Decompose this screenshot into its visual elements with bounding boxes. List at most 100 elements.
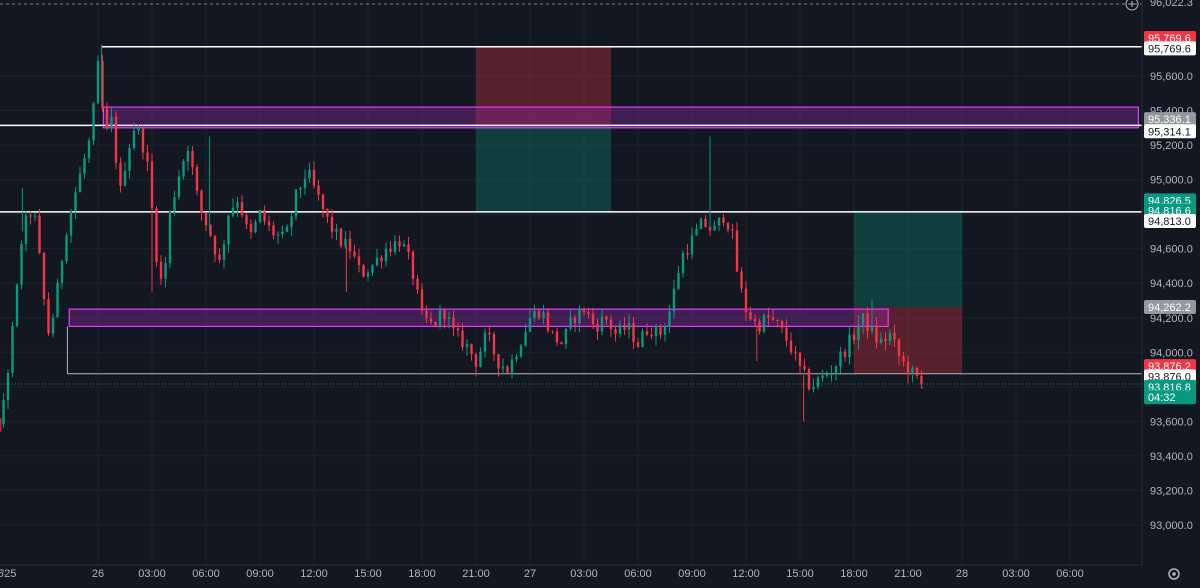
- candle-body: [384, 248, 388, 262]
- candle-body: [186, 151, 190, 162]
- candle-body: [627, 322, 631, 330]
- candle-body: [474, 354, 478, 367]
- candle-body: [704, 218, 707, 227]
- zone-box: [68, 308, 889, 328]
- candle-body: [227, 215, 230, 245]
- price-tag-bg: [1144, 300, 1196, 315]
- x-tick-label: 12:00: [300, 568, 328, 580]
- candle-body: [299, 187, 302, 190]
- candle-body: [402, 244, 406, 247]
- candle-body: [758, 321, 761, 332]
- candle-body: [897, 339, 901, 357]
- candle-body: [92, 103, 95, 141]
- candle-body: [663, 326, 667, 335]
- candle-body: [875, 326, 878, 343]
- candle-body: [105, 108, 109, 128]
- supply-demand-zones[interactable]: [68, 106, 1140, 328]
- y-tick-label: 94,600.0: [1150, 244, 1193, 256]
- price-tag-bg: [1144, 214, 1196, 229]
- candle-body: [213, 236, 217, 255]
- candle-body: [848, 334, 851, 358]
- candle-body: [168, 211, 172, 263]
- candle-body: [866, 313, 869, 332]
- candle-body: [281, 231, 284, 235]
- candle-body: [245, 215, 248, 225]
- candle-body: [690, 235, 694, 255]
- candle-body: [429, 318, 433, 322]
- candle-body: [780, 320, 784, 328]
- candle-body: [501, 366, 505, 369]
- candle-body: [902, 356, 905, 362]
- candle-body: [416, 278, 419, 290]
- candle-body: [65, 235, 68, 262]
- candle-body: [398, 241, 401, 247]
- candle-body: [380, 257, 383, 262]
- candle-body: [681, 252, 685, 274]
- candle-body: [128, 147, 131, 171]
- candle-body: [236, 202, 239, 208]
- candle-body: [546, 312, 550, 331]
- candle-body: [488, 332, 491, 335]
- candle-body: [177, 176, 181, 198]
- time-axis-panel[interactable]: [0, 565, 1200, 588]
- price-tag-label: 95,314.1: [1148, 126, 1191, 138]
- candle-body: [861, 313, 865, 325]
- candle-body: [461, 330, 464, 348]
- candle-body: [393, 241, 397, 252]
- candle-body: [335, 228, 338, 232]
- circle-plus-icon[interactable]: [1125, 0, 1139, 11]
- candle-body: [843, 351, 847, 358]
- candle-body: [915, 367, 919, 377]
- candle-body: [483, 332, 487, 352]
- candle-body: [114, 116, 118, 163]
- candle-body: [389, 248, 392, 252]
- gear-icon[interactable]: [1168, 568, 1180, 580]
- candle-body: [749, 312, 752, 320]
- candle-body: [249, 224, 253, 233]
- candle-body: [911, 367, 914, 375]
- price-tags: 95,769.695,769.695,336.195,314.194,826.5…: [1144, 31, 1196, 405]
- candle-body: [497, 354, 500, 369]
- candle-body: [141, 128, 145, 153]
- candle-body: [735, 230, 739, 272]
- candle-body: [519, 345, 523, 357]
- candle-body: [726, 222, 730, 230]
- candle-body: [362, 265, 365, 277]
- price-tag-bg: [1144, 390, 1196, 405]
- candle-body: [218, 254, 221, 260]
- candle-body: [794, 352, 797, 354]
- candle-body: [807, 369, 811, 390]
- candle-body: [587, 312, 590, 315]
- candle-body: [641, 331, 644, 347]
- candle-body: [240, 202, 244, 216]
- candle-body: [254, 222, 257, 233]
- x-tick-label: 12:00: [732, 568, 760, 580]
- price-axis-panel[interactable]: [1142, 0, 1200, 588]
- candle-body: [146, 152, 149, 162]
- candle-body: [744, 288, 748, 313]
- candle-body: [119, 162, 122, 186]
- short-target-zone: [476, 125, 611, 212]
- candle-body: [470, 343, 473, 355]
- horizontal-levels[interactable]: [0, 45, 1142, 375]
- candle-body: [542, 312, 545, 319]
- x-tick-label: '25: [2, 568, 16, 580]
- x-tick-label: 21:00: [894, 568, 922, 580]
- candle-body: [515, 356, 518, 360]
- candle-body: [605, 316, 608, 320]
- candle-body: [132, 130, 136, 148]
- candle-body: [317, 185, 320, 195]
- x-tick-label: 21:00: [462, 568, 490, 580]
- candle-body: [101, 61, 104, 109]
- candle-body: [771, 317, 775, 321]
- candle-body: [294, 189, 298, 217]
- candle-body: [906, 361, 910, 375]
- candle-body: [618, 324, 622, 334]
- candle-body: [893, 333, 896, 340]
- price-tag-label: 94,813.0: [1148, 216, 1191, 228]
- x-tick-label: 09:00: [678, 568, 706, 580]
- candle-body: [479, 351, 482, 367]
- candle-body: [2, 400, 5, 425]
- candle-body: [366, 272, 370, 277]
